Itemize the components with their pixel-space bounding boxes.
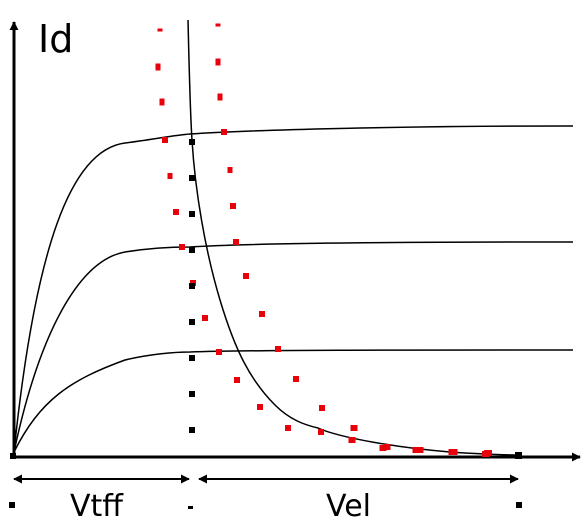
red-dot xyxy=(233,239,239,245)
tick-marker xyxy=(515,452,522,459)
tick-marker xyxy=(516,502,522,508)
right-dotted-locus xyxy=(215,23,492,456)
characteristic-curve-high xyxy=(13,125,574,453)
red-dot xyxy=(173,209,179,215)
red-dot xyxy=(215,23,221,27)
boundary-dot xyxy=(189,355,195,361)
red-dot xyxy=(221,129,227,135)
red-dot xyxy=(159,98,165,106)
characteristic-curve-low xyxy=(13,349,574,453)
red-dot xyxy=(155,63,161,71)
red-dot xyxy=(257,404,263,410)
tick-marker xyxy=(9,502,15,508)
red-dot xyxy=(234,377,240,383)
right-span-label: Vel xyxy=(326,489,371,521)
red-dot xyxy=(259,311,265,317)
boundary-dot xyxy=(189,139,195,145)
red-dot xyxy=(217,93,223,101)
locus-curve xyxy=(187,19,521,456)
red-dot xyxy=(484,450,492,456)
red-dot xyxy=(230,203,236,209)
red-dot xyxy=(416,447,424,453)
red-dot xyxy=(379,445,387,451)
red-dot xyxy=(319,405,325,411)
red-dot xyxy=(179,244,185,250)
red-dot xyxy=(227,167,233,173)
red-dot xyxy=(167,173,173,179)
red-dot xyxy=(275,346,281,352)
red-dot xyxy=(216,349,222,355)
red-dot xyxy=(202,315,208,321)
red-dot xyxy=(318,429,324,435)
red-dot xyxy=(450,449,458,455)
characteristic-curve-mid xyxy=(13,241,574,453)
left-span-label: Vtff xyxy=(70,489,124,521)
boundary-dotted-line xyxy=(189,139,195,433)
boundary-dot xyxy=(189,211,195,217)
red-dot xyxy=(243,273,249,279)
red-dot xyxy=(412,447,420,453)
boundary-dot xyxy=(189,391,195,397)
red-dot xyxy=(285,425,291,431)
red-dot xyxy=(350,425,358,431)
red-dot xyxy=(348,437,356,443)
y-axis-label: Id xyxy=(38,17,73,61)
red-dot xyxy=(293,376,299,382)
tick-marker xyxy=(10,453,16,459)
red-dot xyxy=(215,58,221,66)
boundary-dot xyxy=(189,427,195,433)
boundary-dot xyxy=(189,283,195,289)
red-dot xyxy=(383,444,391,450)
tick-marker xyxy=(188,506,193,509)
red-dot xyxy=(157,28,163,32)
boundary-dot xyxy=(189,319,195,325)
red-dot xyxy=(162,137,168,143)
boundary-dot xyxy=(189,175,195,181)
boundary-dot xyxy=(189,247,195,253)
